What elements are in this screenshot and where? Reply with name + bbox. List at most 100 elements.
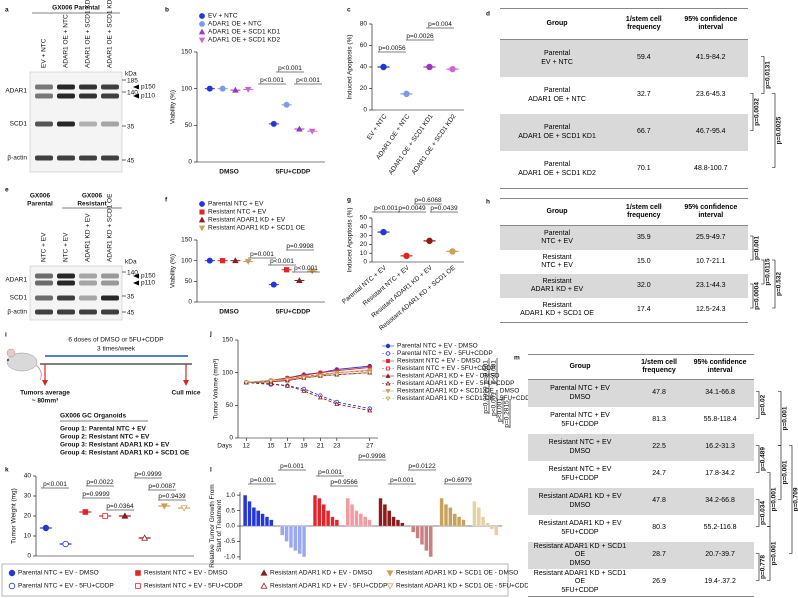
panel-label: b bbox=[165, 7, 169, 14]
table-cell: 55.2-116.8 bbox=[703, 524, 737, 532]
table-header: Group 1/stem cell frequency 95% confidence… bbox=[528, 355, 754, 380]
band bbox=[57, 155, 75, 161]
band bbox=[101, 155, 119, 161]
point bbox=[284, 383, 290, 388]
model-title: GX006 GC Organoids bbox=[60, 413, 126, 420]
bar bbox=[297, 525, 302, 554]
table-cell: 26.9 bbox=[652, 578, 666, 586]
bracket bbox=[767, 526, 771, 581]
point bbox=[62, 540, 69, 548]
blot-title: GX006 Parental bbox=[52, 5, 100, 12]
band bbox=[79, 280, 97, 286]
bar bbox=[313, 494, 317, 527]
band-label: β-actin bbox=[7, 155, 27, 162]
band bbox=[57, 309, 75, 315]
legend-marker bbox=[198, 216, 206, 223]
table-cell: 10.7-21.1 bbox=[695, 257, 726, 265]
y-axis-label: Tumor Weight (mg) bbox=[11, 488, 18, 544]
legend-marker bbox=[385, 389, 391, 394]
bracket bbox=[778, 445, 782, 500]
y-tick-label: 150 bbox=[222, 337, 233, 344]
y-axis-label: Relative Tumor Growth From bbox=[209, 484, 216, 567]
kda-label: kDa bbox=[125, 71, 137, 78]
point bbox=[180, 505, 188, 512]
table-row: Parental EV + NTC 59.4 41.9-84.2 bbox=[500, 40, 748, 77]
panel-label: i bbox=[5, 332, 7, 339]
x-tick-label: EV + NTC bbox=[366, 113, 389, 141]
table-row: Resistant NTC + EV 5FU+CDDP 24.7 17.8-34.2 bbox=[528, 461, 754, 488]
table-header: Group 1/stem cell frequency 95% confidence… bbox=[500, 9, 748, 40]
p-value: p=0.0004 bbox=[754, 282, 761, 310]
lane-label: NTC + EV bbox=[63, 232, 70, 262]
bracket bbox=[750, 93, 754, 131]
table-cell: 47.8 bbox=[652, 497, 666, 505]
y-tick-label: 40 bbox=[360, 64, 368, 71]
p-value: p=0.778 bbox=[760, 555, 767, 579]
bar bbox=[400, 522, 405, 527]
p-value: p=0.9566 bbox=[330, 479, 358, 486]
table: Group 1/stem cell frequency 95% confidence… bbox=[500, 198, 748, 323]
group-text: Group 1: Parental NTC + EV bbox=[60, 426, 146, 433]
point bbox=[367, 370, 373, 376]
legend-label: Resistant ADAR1 KD + EV - DMSO bbox=[270, 570, 372, 577]
bar bbox=[358, 513, 363, 527]
table-cell: 12.5-24.3 bbox=[695, 305, 726, 313]
x-tick-label: ADAR1 OE + SCD1 KD2 bbox=[410, 113, 457, 176]
y-tick-label: 0 bbox=[229, 435, 233, 442]
p-value: p=0.001 bbox=[782, 406, 789, 430]
band bbox=[101, 309, 119, 315]
table-cell: 23.6-45.3 bbox=[695, 91, 726, 99]
bar bbox=[489, 525, 494, 530]
table-cell: Parental NTC + EV bbox=[541, 229, 573, 245]
bar bbox=[293, 525, 298, 551]
point bbox=[42, 524, 50, 532]
table-row: Resistant ADAR1 KD + EV 5FU+CDDP 80.3 55.2… bbox=[528, 515, 754, 542]
table-cell: 32.0 bbox=[637, 281, 651, 289]
table-cell: 55.8-118.4 bbox=[703, 416, 737, 424]
y-tick-label: 0 bbox=[363, 259, 367, 266]
legend-marker bbox=[199, 13, 205, 19]
isoform-label: p110 bbox=[141, 93, 155, 100]
lane-label: EV + NTC bbox=[41, 38, 48, 68]
bar bbox=[363, 516, 368, 527]
y-tick-label: 50 bbox=[360, 215, 368, 222]
frequency-text: 3 times/week bbox=[97, 346, 136, 353]
y-tick-label: 20 bbox=[24, 513, 32, 520]
bar bbox=[396, 519, 400, 527]
header-cell: 95% confidence interval bbox=[693, 358, 747, 374]
y-tick-label: 10 bbox=[360, 250, 368, 257]
point bbox=[82, 509, 89, 515]
blot-title: Resistant bbox=[77, 201, 107, 208]
p-value: p<0.001 bbox=[491, 360, 498, 384]
mouse-ear bbox=[6, 348, 16, 358]
p-value: p=0.034 bbox=[760, 501, 767, 525]
isoform-arrow bbox=[133, 280, 139, 286]
arrow-start-head bbox=[42, 380, 48, 386]
bar bbox=[485, 522, 490, 527]
table-cell: Resistant ADAR1 KD + EV bbox=[530, 277, 584, 293]
line-series bbox=[246, 382, 370, 410]
p-value: p=0.001 bbox=[771, 487, 778, 511]
table-cell: Resistant ADAR1 KD + EV 5FU+CDDP bbox=[538, 520, 622, 536]
bracket bbox=[789, 445, 793, 554]
p-value: p=0.02 bbox=[760, 394, 767, 415]
legend-label: Resistant ADAR1 KD + EV bbox=[208, 217, 286, 224]
table-cell: 17.8-34.2 bbox=[705, 470, 735, 478]
bar bbox=[420, 525, 424, 545]
p-value: p<0.001 bbox=[270, 258, 294, 265]
legend-marker bbox=[199, 21, 205, 27]
point bbox=[268, 379, 274, 384]
table-row: Parental NTC + EV 5FU+CDDP 81.3 55.8-118.4 bbox=[528, 407, 754, 434]
y-tick-label: 100 bbox=[181, 85, 192, 92]
lane-label: ADAR1 OE + NTC bbox=[63, 14, 70, 68]
lane-label: ADAR1 KD + EV bbox=[85, 213, 92, 262]
point bbox=[206, 85, 213, 92]
bar bbox=[321, 504, 326, 527]
bar bbox=[247, 501, 252, 527]
point bbox=[426, 63, 433, 71]
y-tick-label: 0 bbox=[188, 159, 192, 166]
group-text: Group 2: Resistant NTC + EV bbox=[60, 434, 150, 441]
table-cell: 19.4-.37.2 bbox=[704, 578, 736, 586]
point bbox=[296, 277, 303, 283]
